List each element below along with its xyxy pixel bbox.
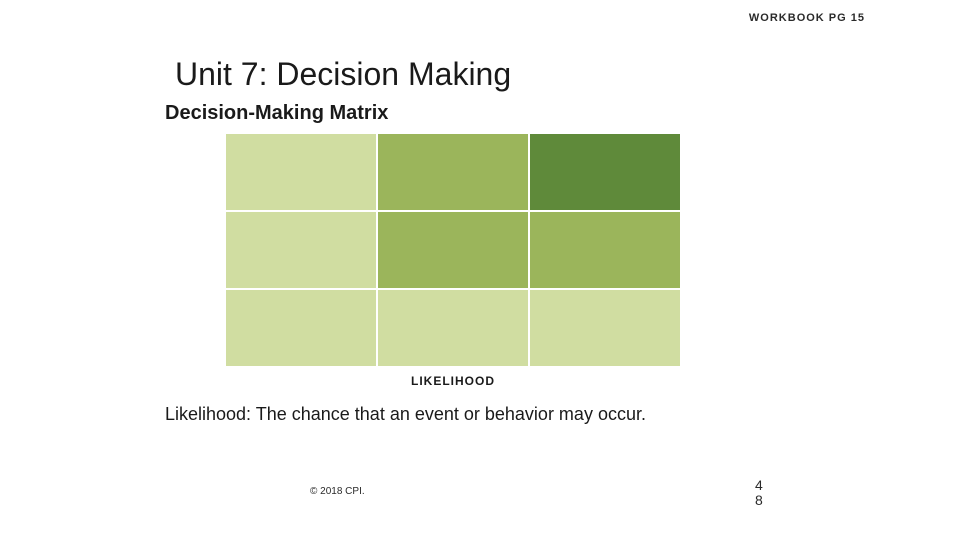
- decision-matrix: [226, 134, 680, 366]
- page-number: 4 8: [755, 478, 767, 509]
- definition-text: The chance that an event or behavior may…: [251, 404, 646, 424]
- matrix-title: Decision-Making Matrix: [165, 102, 388, 125]
- x-axis-label: LIKELIHOOD: [226, 374, 680, 388]
- matrix-cell-r2-c2: [530, 290, 680, 366]
- likelihood-definition: Likelihood: The chance that an event or …: [165, 403, 725, 426]
- slide-page: WORKBOOK PG 15 Unit 7: Decision Making D…: [0, 0, 960, 540]
- matrix-cell-r2-c1: [378, 290, 528, 366]
- matrix-cell-r1-c0: [226, 212, 376, 288]
- definition-term: Likelihood:: [165, 404, 251, 424]
- matrix-cell-r0-c0: [226, 134, 376, 210]
- matrix-cell-r2-c0: [226, 290, 376, 366]
- matrix-cell-r0-c2: [530, 134, 680, 210]
- copyright: © 2018 CPI.: [310, 486, 365, 497]
- unit-title: Unit 7: Decision Making: [175, 56, 511, 93]
- matrix-cell-r1-c2: [530, 212, 680, 288]
- page-number-top: 4: [755, 478, 767, 493]
- matrix-cell-r1-c1: [378, 212, 528, 288]
- matrix-cell-r0-c1: [378, 134, 528, 210]
- workbook-page-ref: WORKBOOK PG 15: [749, 12, 865, 24]
- page-number-bottom: 8: [755, 493, 767, 508]
